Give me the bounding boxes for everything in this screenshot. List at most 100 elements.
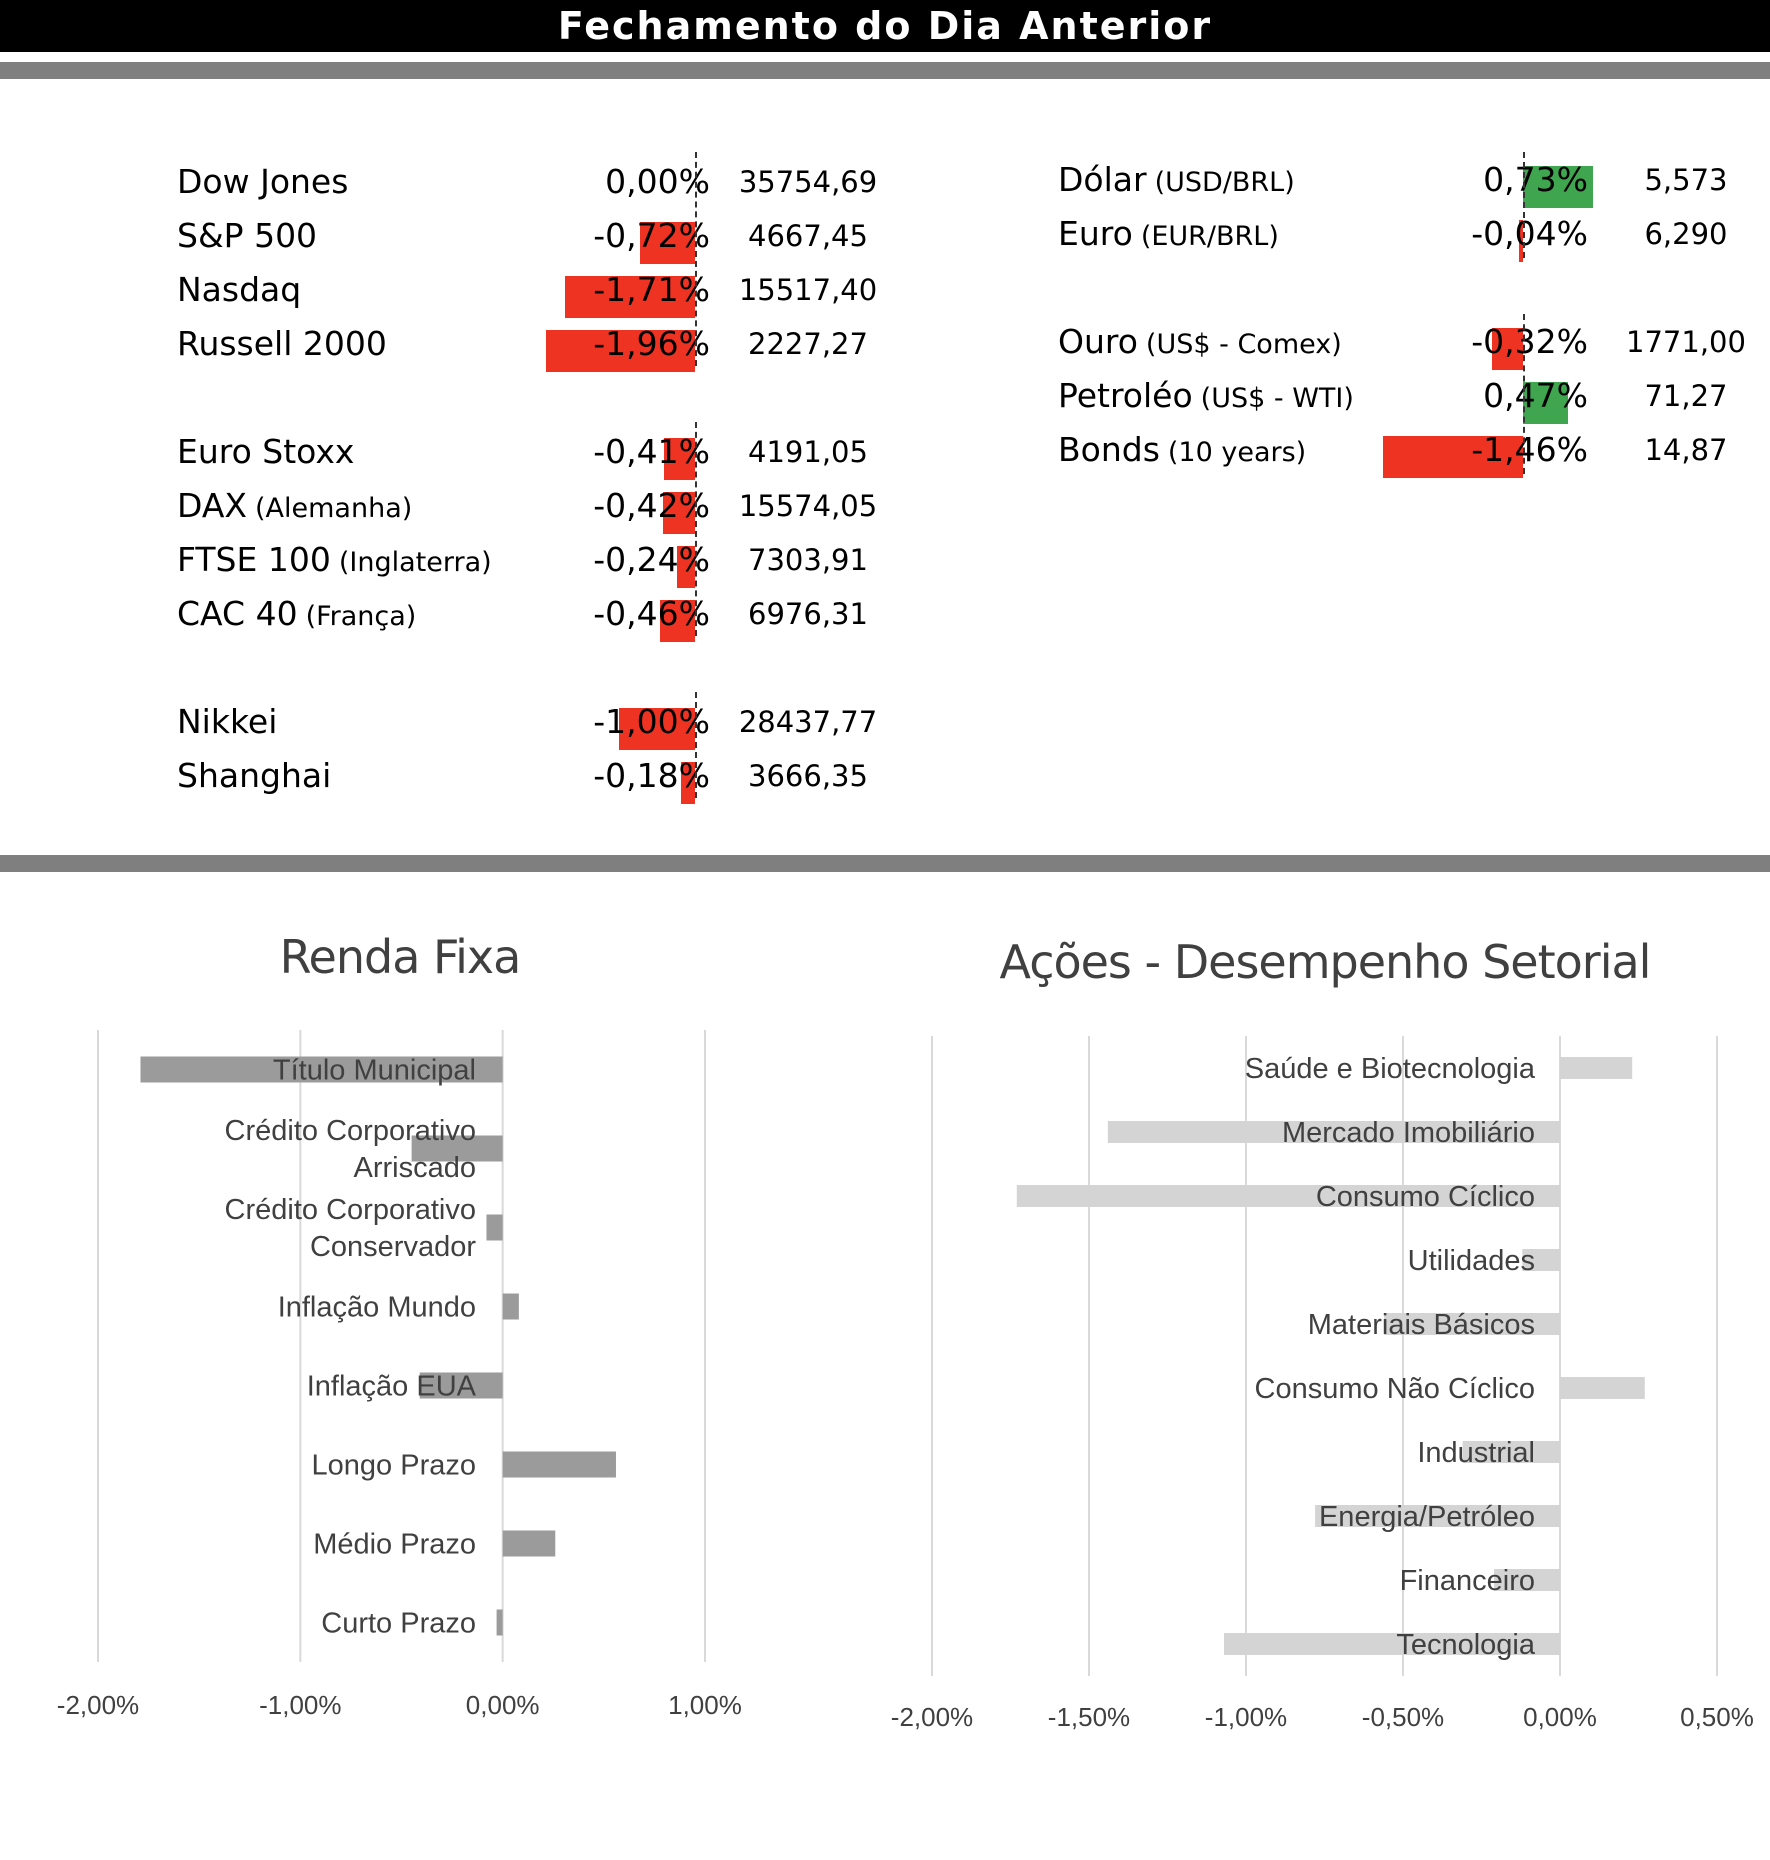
indices-sub-label: (Alemanha) — [255, 493, 413, 524]
indices-row-label: Nikkei — [177, 702, 277, 741]
acoes-bar — [1522, 1249, 1560, 1271]
indices-pct: -0,18% — [593, 756, 710, 795]
acoes-bar — [1315, 1505, 1560, 1527]
renda-fixa-category-label: Crédito Corporativo Conservador — [225, 1194, 477, 1263]
page-title: Fechamento do Dia Anterior — [557, 4, 1213, 48]
header-bar — [0, 0, 1770, 52]
acoes-bar — [1560, 1057, 1633, 1079]
indices-value: 2227,27 — [748, 327, 868, 361]
markets-name: Ouro — [1058, 322, 1138, 361]
renda-fixa-category-label: Título Municipal — [273, 1055, 476, 1087]
acoes-tick-label: 0,00% — [1523, 1702, 1597, 1732]
indices-value: 7303,91 — [748, 543, 868, 577]
indices-name: Euro Stoxx — [177, 432, 355, 471]
renda-fixa-bar — [502, 1293, 519, 1320]
indices-sub-label: (França) — [305, 601, 417, 632]
indices-name: FTSE 100 — [177, 540, 331, 579]
acoes-tick-label: 0,50% — [1680, 1702, 1754, 1732]
renda-fixa-title: Renda Fixa — [279, 930, 522, 984]
markets-value: 71,27 — [1644, 379, 1728, 413]
renda-fixa-category-label: Inflação EUA — [307, 1371, 477, 1403]
indices-value: 4667,45 — [748, 219, 868, 253]
markets-value: 5,573 — [1644, 163, 1728, 197]
indices-bar — [565, 276, 695, 318]
indices-bar — [546, 330, 695, 372]
acoes-category-label: Consumo Cíclico — [1316, 1181, 1535, 1213]
indices-bar — [619, 708, 695, 750]
indices-value: 28437,77 — [738, 705, 878, 739]
indices-pct: 0,00% — [605, 162, 710, 201]
indices-name: Shanghai — [177, 756, 332, 795]
indices-value: 35754,69 — [738, 165, 878, 199]
indices-bar — [676, 546, 695, 588]
markets-row-label: Dólar (USD/BRL) — [1058, 160, 1295, 199]
markets-value: 6,290 — [1644, 217, 1728, 251]
indices-bar — [640, 222, 695, 264]
indices-sub-label: (Inglaterra) — [338, 547, 492, 578]
indices-row-label: Nasdaq — [177, 270, 301, 309]
markets-pct: -0,32% — [1471, 322, 1588, 361]
indices-name: Russell 2000 — [177, 324, 387, 363]
renda-fixa-bar — [486, 1214, 503, 1241]
indices-pct: -0,41% — [593, 432, 710, 471]
acoes-category-label: Industrial — [1417, 1437, 1535, 1469]
markets-bar — [1523, 382, 1569, 424]
markets-value: 1771,00 — [1626, 325, 1746, 359]
indices-value: 15574,05 — [738, 489, 878, 523]
indices-value: 15517,40 — [738, 273, 878, 307]
markets-name: Petroléo — [1058, 376, 1193, 415]
markets-pct: 0,47% — [1483, 376, 1588, 415]
indices-name: CAC 40 — [177, 594, 298, 633]
markets-sub-label: (US$ - Comex) — [1145, 329, 1342, 360]
markets-zero-axis — [1523, 314, 1525, 474]
indices-bar — [660, 600, 695, 642]
markets-name: Dólar — [1058, 160, 1147, 199]
indices-value: 6976,31 — [748, 597, 868, 631]
indices-name: S&P 500 — [177, 216, 318, 255]
markets-sub-label: (USD/BRL) — [1154, 167, 1295, 198]
indices-pct: -0,42% — [593, 486, 710, 525]
markets-sub-label: (10 years) — [1167, 437, 1307, 468]
acoes-title: Ações - Desempenho Setorial — [999, 935, 1652, 989]
renda-fixa-bar — [411, 1135, 503, 1162]
markets-bar — [1519, 220, 1523, 262]
renda-fixa-tick-label: 1,00% — [668, 1690, 742, 1720]
indices-pct: -1,00% — [593, 702, 710, 741]
acoes-bar — [1016, 1185, 1560, 1207]
acoes-category-label: Energia/Petróleo — [1319, 1501, 1535, 1533]
markets-row-label: Bonds (10 years) — [1058, 430, 1306, 469]
markets-name: Bonds — [1058, 430, 1160, 469]
indices-row-label: Dow Jones — [177, 162, 348, 201]
markets-bar — [1523, 166, 1594, 208]
indices-row-label: S&P 500 — [177, 216, 317, 255]
acoes-bar — [1560, 1377, 1645, 1399]
markets-pct: -1,46% — [1471, 430, 1588, 469]
acoes-bar — [1107, 1121, 1560, 1143]
indices-zero-axis — [695, 152, 697, 366]
indices-zero-axis — [695, 692, 697, 798]
renda-fixa-bar — [502, 1451, 616, 1478]
middle-separator — [0, 855, 1770, 872]
acoes-category-label: Consumo Não Cíclico — [1255, 1373, 1535, 1405]
indices-row-label: Euro Stoxx — [177, 432, 354, 471]
acoes-tick-label: -1,00% — [1205, 1702, 1287, 1732]
acoes-category-label: Saúde e Biotecnologia — [1245, 1053, 1536, 1085]
markets-sub-label: (EUR/BRL) — [1140, 221, 1279, 252]
indices-name: Dow Jones — [177, 162, 349, 201]
indices-value: 4191,05 — [748, 435, 868, 469]
indices-name: Nasdaq — [177, 270, 302, 309]
indices-name: DAX — [177, 486, 248, 525]
renda-fixa-tick-label: 0,00% — [466, 1690, 540, 1720]
indices-row-label: DAX (Alemanha) — [177, 486, 412, 525]
acoes-bar — [1494, 1569, 1560, 1591]
acoes-category-label: Utilidades — [1408, 1245, 1535, 1277]
acoes-category-label: Mercado Imobiliário — [1282, 1117, 1535, 1149]
indices-row-label: FTSE 100 (Inglaterra) — [177, 540, 492, 579]
indices-pct: -1,71% — [593, 270, 710, 309]
renda-fixa-category-label: Curto Prazo — [321, 1608, 476, 1640]
acoes-bar — [1462, 1441, 1560, 1463]
acoes-chart: -2,00% -1,50% -1,00% -0,50% 0,00% 0,50% Saúde … — [891, 1036, 1754, 1732]
markets-value: 14,87 — [1644, 433, 1728, 467]
acoes-bar — [1224, 1633, 1560, 1655]
markets-name: Euro — [1058, 214, 1133, 253]
